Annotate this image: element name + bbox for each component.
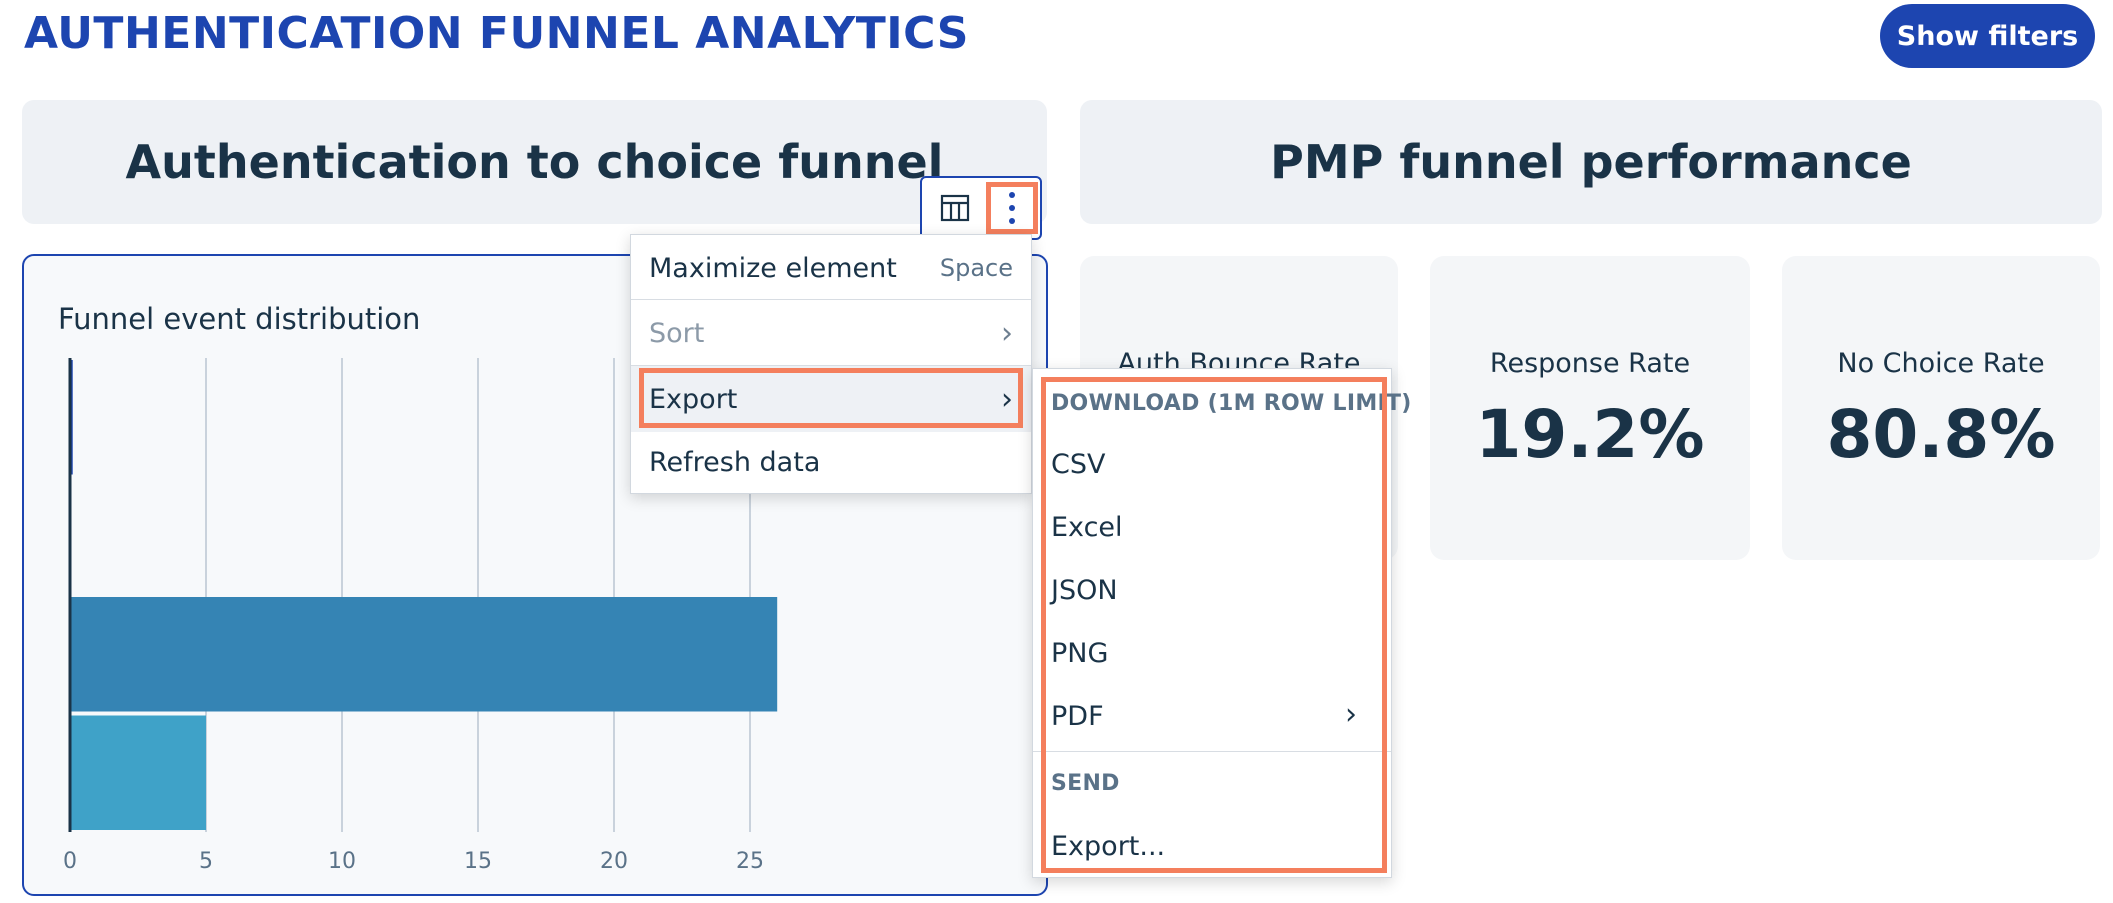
context-menu: Maximize element Space Sort › Export › R…: [630, 234, 1032, 494]
overflow-menu-button[interactable]: [986, 182, 1038, 234]
table-view-button[interactable]: [929, 182, 981, 234]
export-highlight-box: [639, 368, 1023, 428]
overflow-menu-vertical-icon: [1009, 192, 1015, 224]
submenu-divider: [1033, 751, 1391, 752]
kpi-value: 80.8%: [1826, 396, 2056, 473]
kpi-label: No Choice Rate: [1837, 348, 2045, 379]
menu-item-label: Sort: [649, 317, 705, 349]
kpi-label: Response Rate: [1489, 348, 1691, 379]
menu-item-shortcut: Space: [939, 254, 1013, 282]
section-header-pmp-funnel: PMP funnel performance: [1080, 100, 2102, 224]
export-more-item[interactable]: Export...: [1051, 831, 1166, 862]
chart-title: Funnel event distribution: [58, 302, 421, 336]
export-json-item[interactable]: JSON: [1051, 575, 1118, 606]
bar[interactable]: [70, 597, 778, 712]
download-heading: DOWNLOAD (1M ROW LIMIT): [1051, 391, 1412, 416]
page-title: AUTHENTICATION FUNNEL ANALYTICS: [24, 8, 969, 59]
submenu-highlight-box: [1041, 377, 1387, 873]
chevron-right-icon: ›: [1001, 315, 1013, 351]
show-filters-button[interactable]: Show filters: [1880, 4, 2095, 68]
kpi-value: 19.2%: [1475, 396, 1705, 473]
export-pdf-item[interactable]: PDF: [1051, 701, 1104, 732]
x-tick-label: 25: [736, 849, 764, 874]
menu-item-label: Refresh data: [649, 446, 821, 478]
export-png-item[interactable]: PNG: [1051, 638, 1109, 669]
chevron-right-icon: ›: [1001, 381, 1013, 417]
x-tick-label: 10: [328, 849, 356, 874]
kpi-card-response-rate: Response Rate 19.2%: [1430, 256, 1750, 560]
menu-item-export[interactable]: Export ›: [631, 366, 1031, 432]
section-header-auth-funnel: Authentication to choice funnel: [22, 100, 1047, 224]
menu-item-maximize[interactable]: Maximize element Space: [631, 235, 1031, 301]
menu-item-sort: Sort ›: [631, 300, 1031, 366]
x-tick-label: 15: [464, 849, 492, 874]
export-submenu: DOWNLOAD (1M ROW LIMIT) CSV Excel JSON P…: [1032, 368, 1411, 878]
export-csv-item[interactable]: CSV: [1051, 449, 1106, 480]
bar-chart: 0 5 10 15 20 25: [63, 358, 778, 874]
menu-divider: [631, 299, 1031, 300]
x-tick-label: 0: [63, 849, 77, 874]
table-icon: [940, 194, 970, 222]
section-title: Authentication to choice funnel: [125, 135, 944, 189]
x-tick-label: 20: [600, 849, 628, 874]
section-title: PMP funnel performance: [1270, 135, 1912, 189]
menu-divider: [631, 365, 1031, 366]
kpi-card-no-choice-rate: No Choice Rate 80.8%: [1782, 256, 2100, 560]
x-tick-label: 5: [199, 849, 213, 874]
menu-item-label: Export: [649, 383, 738, 415]
chart-toolbar: [920, 176, 1042, 240]
menu-item-label: Maximize element: [649, 252, 897, 284]
chart-card[interactable]: Funnel event distribution 0 5 10 15 20 25: [22, 254, 1048, 896]
menu-item-refresh[interactable]: Refresh data: [631, 429, 1031, 495]
send-heading: SEND: [1051, 771, 1120, 796]
chevron-right-icon: ›: [1345, 697, 1357, 732]
export-excel-item[interactable]: Excel: [1051, 512, 1123, 543]
bar[interactable]: [70, 715, 206, 831]
